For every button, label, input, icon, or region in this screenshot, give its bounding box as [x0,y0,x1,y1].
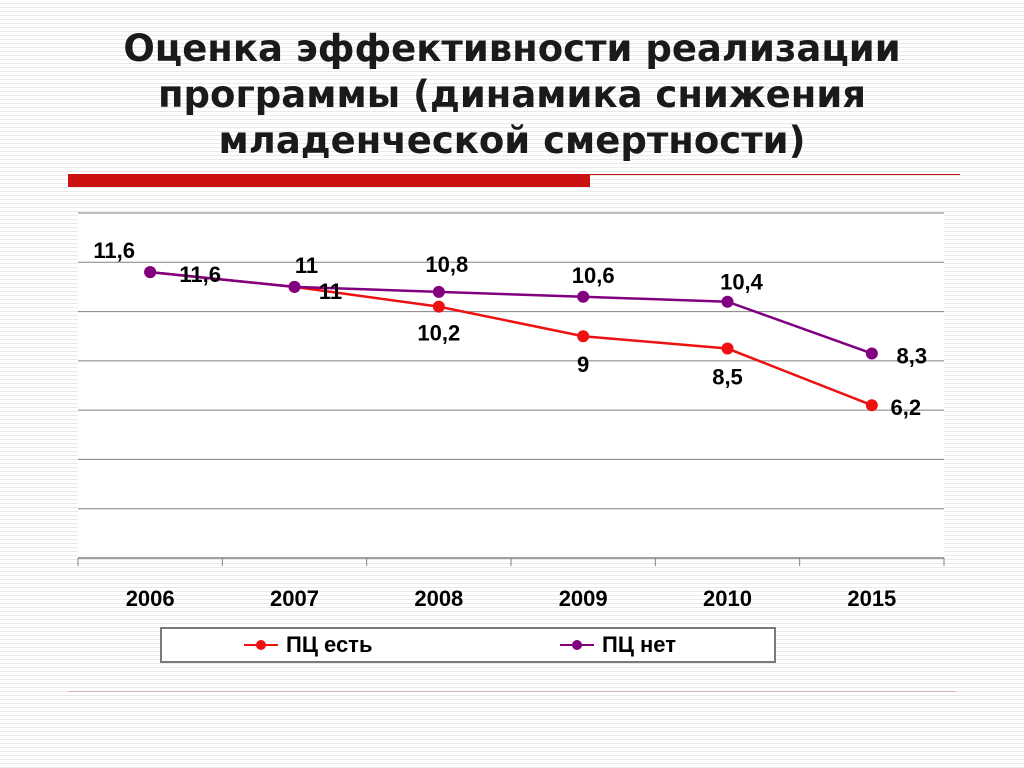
plot-area [78,213,944,558]
data-label-series-2: 10,4 [720,270,764,295]
title-underline-thin [590,174,960,175]
legend-label-series-2: ПЦ нет [602,632,677,657]
data-point-series-2 [577,290,590,303]
data-label-series-1: 8,5 [712,365,743,390]
legend-swatch-series-1 [244,639,278,651]
data-label-series-1: 10,2 [417,321,460,346]
title-line-3: младенческой смертности) [218,119,806,162]
x-tick-label: 2010 [703,586,752,611]
data-point-series-1 [721,342,734,355]
data-label-series-1: 9 [577,352,589,377]
data-label-series-2: 10,8 [425,252,468,277]
slide-title: Оценка эффективности реализации программ… [0,26,1024,164]
data-point-series-2 [865,347,878,360]
data-point-series-2 [144,266,157,279]
data-label-series-2: 8,3 [897,343,928,368]
data-label-series-2: 11,6 [179,262,221,287]
x-tick-label: 2006 [126,586,175,611]
series-line-2 [150,270,873,355]
legend-item-series-2: ПЦ нет [560,629,676,661]
data-point-series-2 [432,285,445,298]
footer-rule [68,691,956,692]
data-point-series-1 [432,300,445,313]
x-tick-label: 2009 [559,586,608,611]
x-tick-label: 2007 [270,586,319,611]
data-label-series-2: 11 [319,279,342,304]
data-label-series-2: 10,6 [572,263,615,288]
data-point-series-2 [288,280,301,293]
title-underline-bar [68,174,590,187]
data-point-series-1 [865,399,878,412]
data-label-series-1: 11 [295,253,318,278]
title-line-1: Оценка эффективности реализации [123,27,901,70]
chart-legend: ПЦ есть ПЦ нет [160,627,776,663]
legend-item-series-1: ПЦ есть [244,629,372,661]
data-point-series-2 [721,295,734,308]
data-label-series-1: 11,6 [93,238,135,263]
data-point-series-1 [577,330,590,343]
legend-label-series-1: ПЦ есть [286,632,373,657]
x-tick-label: 2015 [847,586,896,611]
title-line-2: программы (динамика снижения [157,73,867,116]
data-label-series-1: 6,2 [891,395,922,420]
x-tick-label: 2008 [414,586,463,611]
legend-swatch-series-2 [560,639,594,651]
